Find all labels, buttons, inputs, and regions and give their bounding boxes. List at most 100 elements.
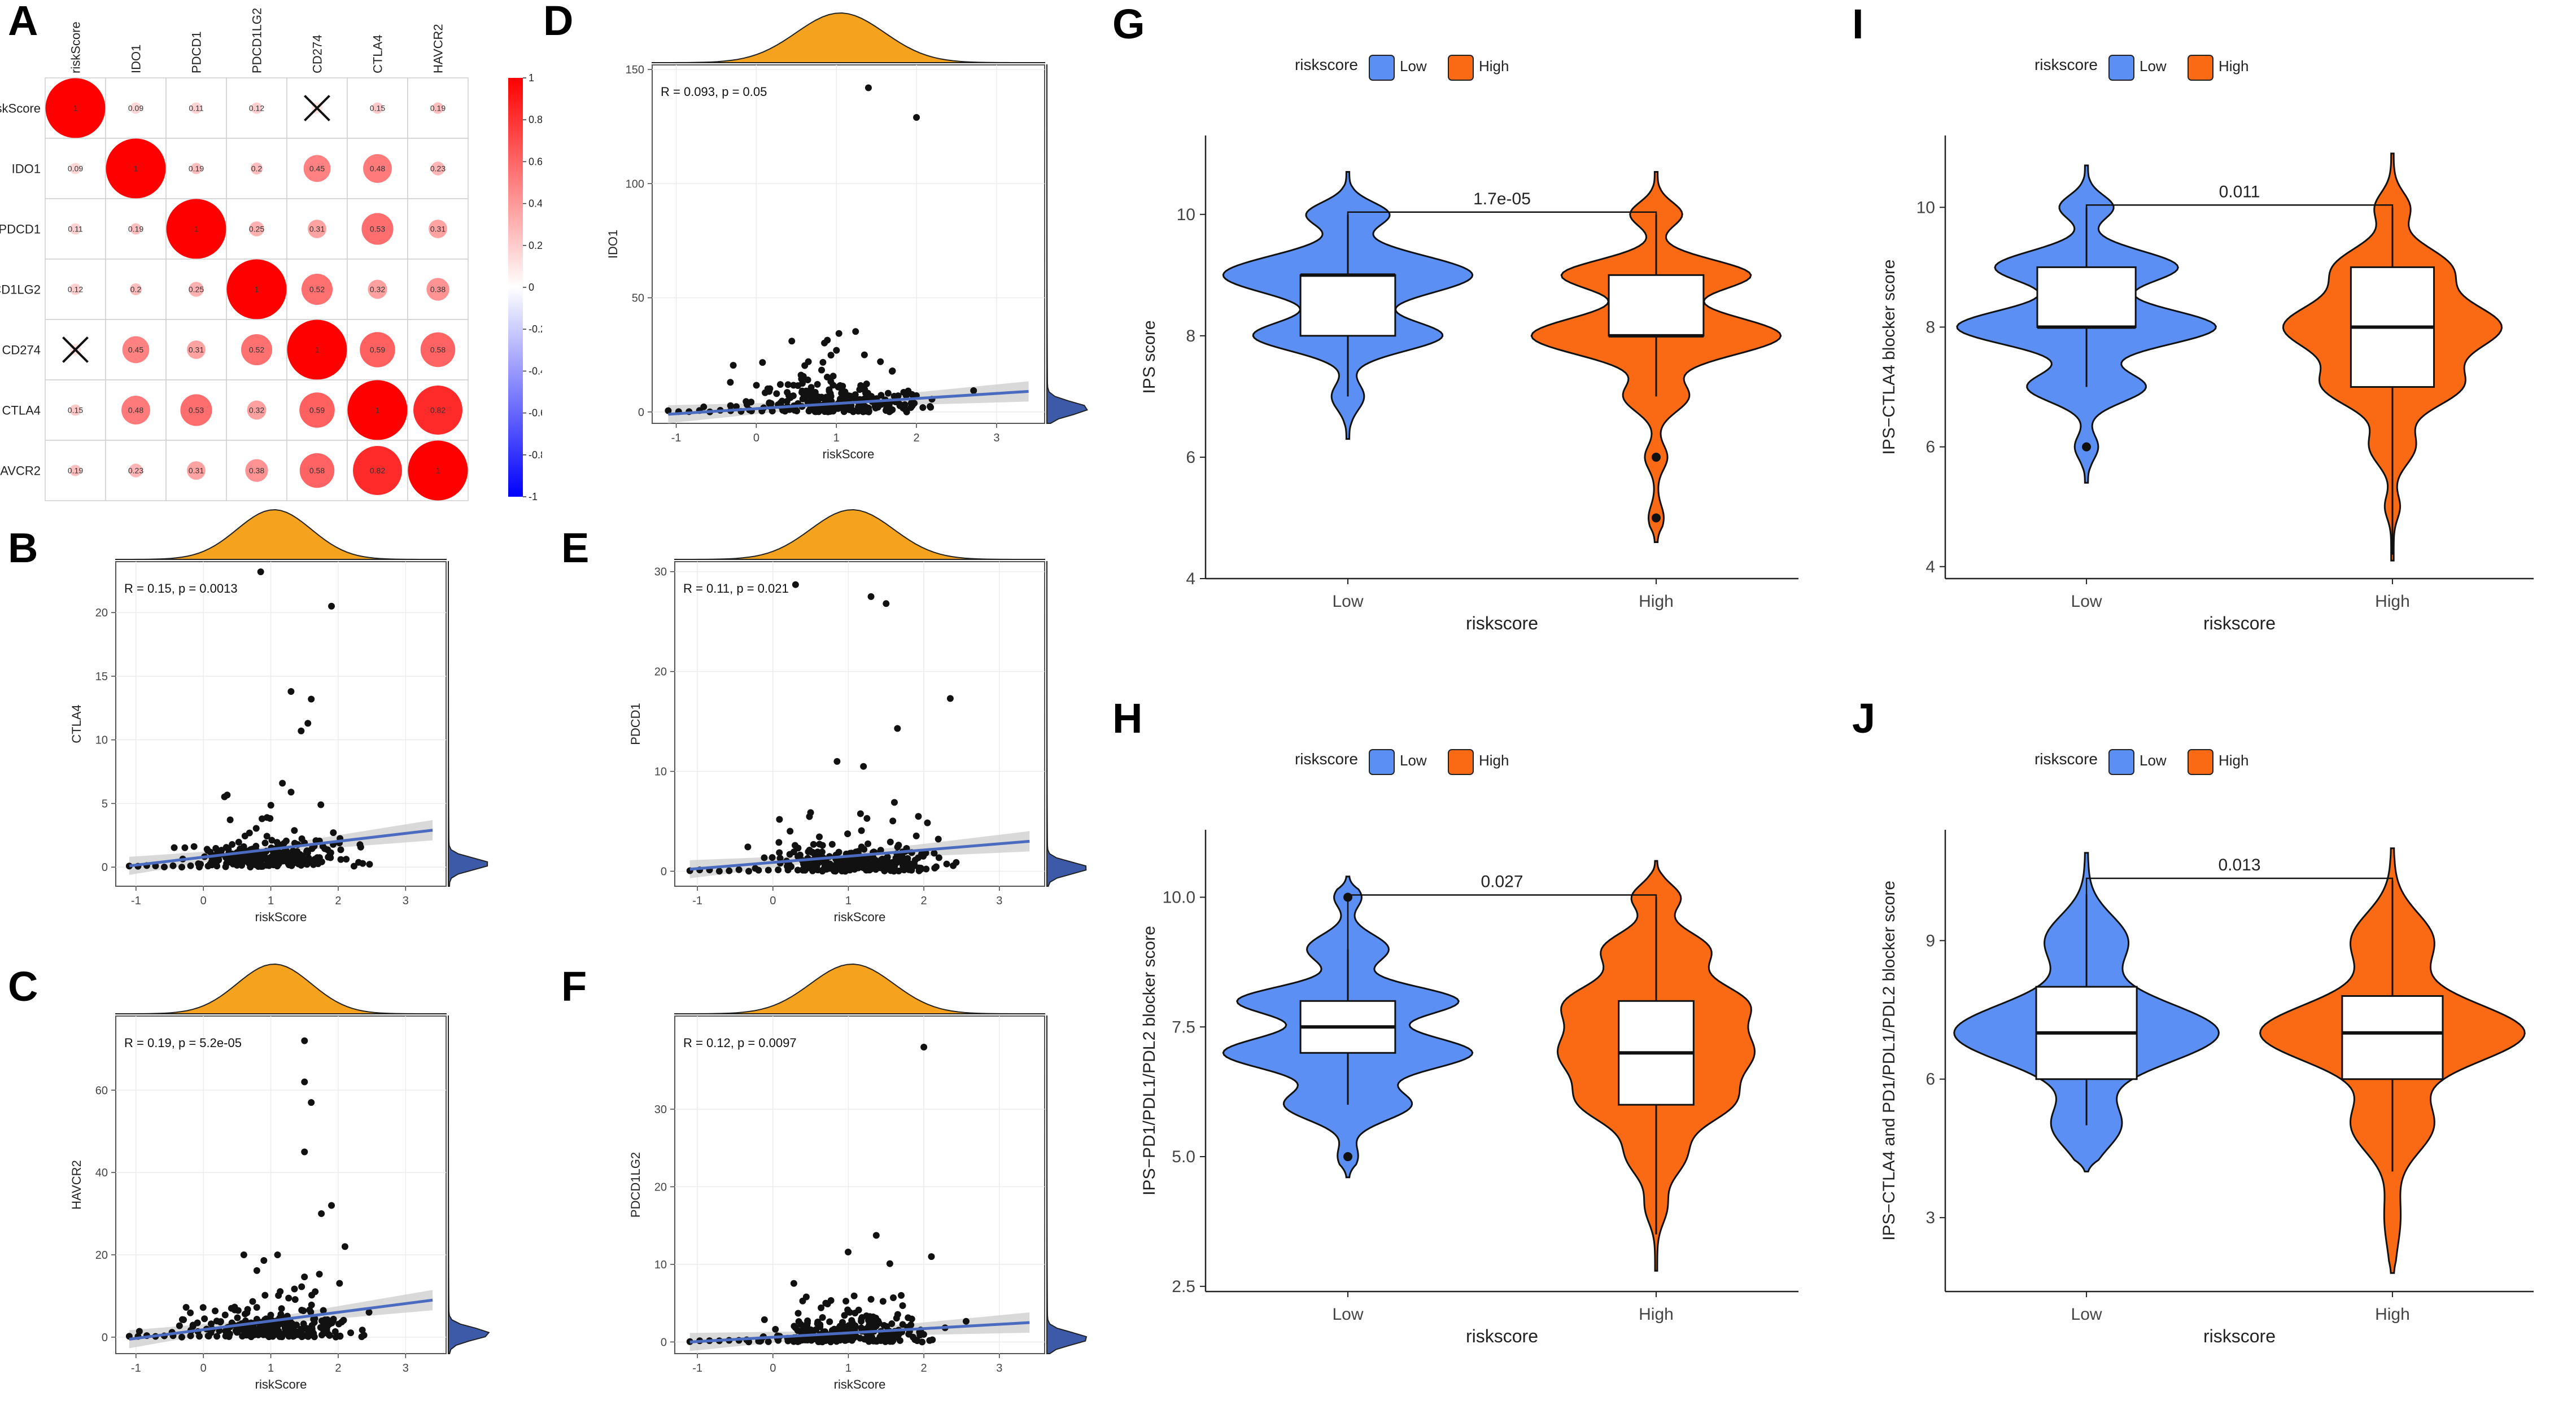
- data-point: [308, 1301, 315, 1308]
- data-point: [819, 358, 827, 366]
- x-tick-label: 2: [921, 1362, 927, 1375]
- x-tick-label: 1: [845, 895, 852, 907]
- data-point: [894, 843, 901, 851]
- data-point: [784, 1337, 792, 1345]
- y-tick-label: 10: [654, 1259, 667, 1271]
- data-point: [918, 851, 925, 858]
- data-point: [263, 833, 270, 840]
- correlation-value: 0.48: [128, 406, 143, 415]
- data-point: [898, 1292, 905, 1299]
- data-point: [890, 1294, 897, 1301]
- correlation-annotation: R = 0.11, p = 0.021: [683, 581, 789, 596]
- data-point: [317, 801, 325, 808]
- x-tick-label: -1: [671, 432, 682, 444]
- colorbar-tick-label: -0.4: [529, 365, 542, 377]
- data-point: [350, 863, 357, 870]
- data-point: [914, 1337, 921, 1345]
- data-point: [243, 1309, 251, 1316]
- data-point: [815, 393, 822, 401]
- data-point: [301, 1078, 308, 1085]
- data-point: [735, 866, 743, 873]
- y-tick-label: 0: [661, 1336, 667, 1349]
- y-tick-label: 9: [1926, 931, 1935, 950]
- correlation-value: 0.58: [430, 345, 446, 354]
- data-point: [806, 398, 814, 405]
- scatter-d-svg: D -1 0 1 2 3 0 50 100 150 riskScore IDO1 R = 0.093,…: [543, 0, 1088, 461]
- data-point: [824, 374, 831, 381]
- x-tick-label: 0: [200, 1362, 207, 1375]
- heatmap-cell: [407, 259, 469, 320]
- x-tick-label: High: [1639, 1305, 1674, 1324]
- data-point: [872, 866, 880, 873]
- data-point: [261, 839, 269, 847]
- data-point: [858, 1314, 866, 1321]
- data-point: [788, 338, 796, 345]
- data-point: [889, 367, 896, 374]
- data-point: [260, 1257, 268, 1264]
- data-point: [896, 1337, 903, 1344]
- plot-area: [652, 64, 1045, 424]
- data-point: [827, 352, 835, 359]
- data-point: [755, 866, 762, 874]
- data-point: [291, 855, 299, 863]
- panel-label-d: D: [543, 0, 573, 44]
- correlation-circle: [360, 332, 395, 367]
- marginal-density-right: [1046, 1015, 1088, 1354]
- data-point: [213, 1317, 220, 1325]
- data-point: [190, 843, 198, 850]
- data-point: [318, 1210, 325, 1218]
- data-point: [187, 1309, 194, 1316]
- y-tick-label: 30: [654, 566, 667, 579]
- data-point: [776, 855, 784, 862]
- data-point: [199, 1304, 207, 1311]
- panel-label-h: H: [1112, 695, 1142, 742]
- data-point: [745, 1338, 752, 1346]
- data-point: [235, 838, 242, 846]
- panel-label-c: C: [8, 963, 38, 1010]
- correlation-annotation: R = 0.19, p = 5.2e-05: [124, 1036, 242, 1050]
- x-tick-label: 0: [770, 895, 776, 907]
- x-axis-label: riskscore: [1466, 613, 1538, 633]
- data-point: [863, 815, 871, 822]
- col-label-cd274: CD274: [311, 35, 325, 73]
- marginal-density-right: [448, 1015, 490, 1354]
- data-point: [222, 1332, 229, 1340]
- legend-label-high: High: [2219, 752, 2248, 769]
- data-point: [792, 581, 799, 588]
- outlier-point: [1652, 452, 1661, 462]
- x-tick-label: Low: [1332, 1305, 1363, 1324]
- x-tick-label: Low: [2071, 592, 2102, 611]
- legend-label-low: Low: [2140, 58, 2167, 75]
- data-point: [815, 859, 823, 866]
- data-point: [337, 856, 344, 863]
- legend-title: riskscore: [2034, 56, 2098, 73]
- data-point: [821, 864, 828, 872]
- data-point: [818, 1304, 825, 1311]
- data-point: [715, 868, 723, 875]
- y-tick-label: 4: [1926, 558, 1935, 576]
- x-tick-label: 2: [921, 895, 927, 907]
- x-axis-label: riskscore: [2203, 613, 2276, 633]
- data-point: [201, 1315, 208, 1323]
- x-tick-label: 2: [335, 1362, 341, 1375]
- data-point: [227, 856, 234, 863]
- data-point: [304, 720, 312, 727]
- marginal-density-top: [652, 12, 1045, 63]
- legend-swatch-low: [1369, 749, 1395, 775]
- y-tick-label: 20: [95, 1249, 108, 1262]
- data-point: [253, 1304, 260, 1311]
- data-point: [743, 398, 750, 405]
- correlation-circle: [241, 334, 273, 366]
- legend-title: riskscore: [1295, 56, 1358, 73]
- data-point: [748, 399, 755, 406]
- panel-h-pd1-violin: H riskscore Low High 2.5 5.0 7.5 10.0 Low High ri…: [1107, 666, 1841, 1427]
- correlation-value: 0.53: [370, 225, 385, 234]
- colorbar-tick-label: 0.2: [529, 240, 542, 251]
- panel-b-ctla4-scatter: B -1 0 1 2 3 0 5 10 15 20 riskScore CTLA4 R = 0.15, …: [0, 497, 503, 960]
- data-point: [928, 1253, 935, 1260]
- data-point: [835, 848, 842, 856]
- data-point: [905, 866, 912, 873]
- panel-f-pdcd1lg2-scatter: F -1 0 1 2 3 0 10 20 30 riskScore PDCD1LG2 R = 0.12…: [559, 951, 1101, 1427]
- correlation-value: 0.31: [309, 225, 325, 234]
- correlation-annotation: R = 0.15, p = 0.0013: [124, 581, 238, 596]
